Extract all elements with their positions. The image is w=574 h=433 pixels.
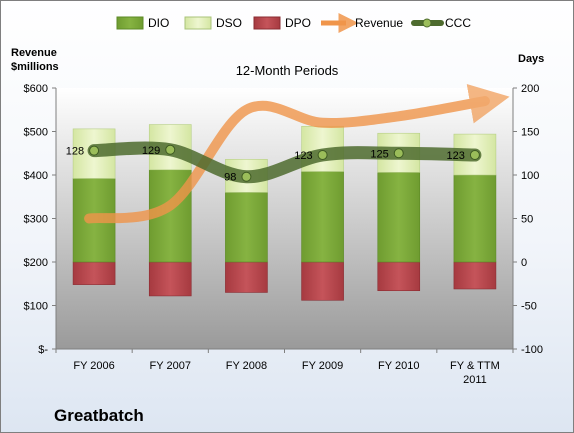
right-tick-label: -50: [521, 301, 537, 313]
ccc-point: [241, 171, 252, 182]
ccc-point: [165, 144, 176, 155]
right-tick-label: 100: [521, 170, 539, 182]
left-tick-label: $600: [24, 83, 48, 95]
ccc-data-label: 123: [447, 150, 465, 162]
left-tick-label: $200: [24, 257, 48, 269]
ccc-layer: 128 129 98 123 125 123: [66, 141, 482, 184]
legend-swatch-dso: [184, 16, 212, 30]
legend-swatch-dio: [116, 16, 144, 30]
legend-label-dso: DSO: [216, 16, 242, 30]
revenue-layer: [84, 83, 510, 224]
left-tick-label: $-: [38, 344, 48, 356]
left-tick-label: $400: [24, 170, 48, 182]
bar-dpo: [301, 261, 344, 301]
right-tick-label: 50: [521, 214, 533, 226]
chart-title: 12-Month Periods: [236, 63, 339, 78]
company-name: Greatbatch: [54, 406, 144, 425]
x-tick-label: FY 2009: [302, 360, 343, 372]
bar-dio: [453, 174, 497, 263]
left-axis-title-line1: Revenue: [11, 47, 57, 59]
bar-dpo: [377, 261, 421, 292]
ccc-data-label: 128: [66, 146, 84, 158]
x-tick-label: FY 2006: [73, 360, 114, 372]
bar-dpo: [453, 261, 497, 290]
x-tick-label-line2: 2011: [463, 374, 487, 386]
legend-marker-ccc: [422, 18, 432, 28]
x-tick-label: FY 2010: [378, 360, 419, 372]
axes-layer: $- $100 $200 $300 $400 $500 $600 -100 -50 0 50 100 1…: [24, 83, 544, 386]
bar-dio: [301, 171, 344, 263]
bars-layer: [72, 124, 497, 301]
right-tick-label: 0: [521, 257, 527, 269]
legend-label-dio: DIO: [148, 16, 169, 30]
bar-dpo: [72, 261, 116, 285]
bar-dio: [225, 192, 268, 263]
x-tick-label: FY & TTM: [450, 360, 500, 372]
ccc-data-label: 129: [142, 145, 160, 157]
ccc-point: [89, 145, 100, 156]
ccc-data-label: 123: [294, 150, 312, 162]
left-tick-label: $500: [24, 127, 48, 139]
ccc-point: [317, 149, 328, 160]
right-tick-label: 200: [521, 83, 539, 95]
bar-dio: [377, 172, 421, 263]
left-tick-label: $300: [24, 214, 48, 226]
right-tick-label: 150: [521, 127, 539, 139]
right-tick-label: -100: [521, 344, 543, 356]
legend-label-revenue: Revenue: [355, 16, 403, 30]
bar-dpo: [148, 261, 192, 297]
bar-dpo: [225, 261, 268, 293]
ccc-data-label: 98: [224, 172, 236, 184]
revenue-line: [84, 83, 510, 224]
legend-label-ccc: CCC: [445, 16, 471, 30]
left-tick-label: $100: [24, 301, 48, 313]
ccc-point: [469, 149, 480, 160]
x-tick-label: FY 2007: [150, 360, 191, 372]
ccc-point: [393, 148, 404, 159]
ccc-data-label: 125: [370, 148, 388, 160]
legend-label-dpo: DPO: [285, 16, 311, 30]
left-axis-title-line2: $millions: [11, 61, 59, 73]
right-axis-title: Days: [518, 53, 544, 65]
x-tick-label: FY 2008: [226, 360, 267, 372]
legend-swatch-dpo: [253, 16, 281, 30]
legend: DIO DSO DPO Revenue CCC: [116, 13, 471, 33]
